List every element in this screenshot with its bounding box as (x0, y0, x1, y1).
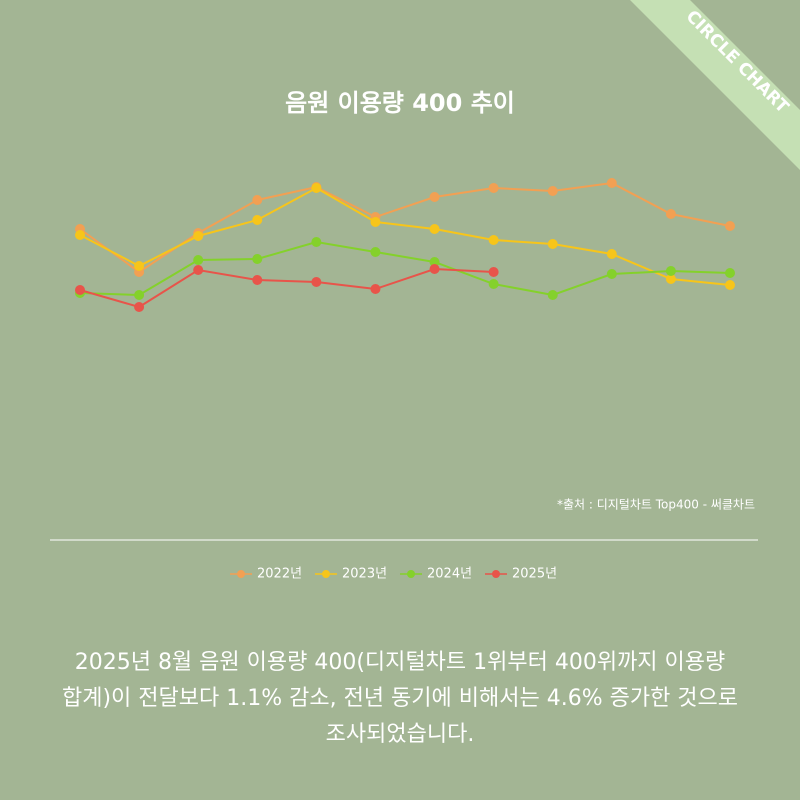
series-line (79, 181, 731, 274)
summary-line: 조사되었습니다. (326, 722, 475, 747)
point (488, 235, 499, 245)
point (370, 284, 381, 294)
chart-title: 음원 이용량 400 추이 (285, 89, 515, 117)
point (429, 257, 440, 267)
point (725, 280, 735, 290)
point (488, 279, 499, 289)
point (134, 290, 145, 300)
point (75, 285, 85, 295)
legend-label: 2025년 (512, 567, 557, 582)
legend-label: 2024년 (427, 567, 472, 582)
point (311, 237, 322, 247)
series-line (79, 240, 731, 297)
point (429, 192, 440, 202)
legend-dot (322, 570, 330, 578)
legend-label: 2022년 (257, 567, 302, 582)
point (665, 266, 676, 276)
legend-dot (237, 570, 245, 578)
point (547, 239, 558, 249)
point (547, 290, 558, 300)
point (311, 183, 322, 193)
point (488, 267, 499, 277)
point (134, 261, 145, 271)
point (193, 255, 204, 265)
legend-label: 2023년 (342, 567, 387, 582)
point (725, 268, 735, 278)
ribbon (630, 0, 800, 170)
point (134, 302, 145, 312)
point (665, 274, 676, 284)
point (252, 254, 263, 264)
point (606, 269, 617, 279)
series-line (79, 267, 494, 309)
point (370, 247, 381, 257)
point (429, 264, 440, 274)
summary-line: 합계)이 전달보다 1.1% 감소, 전년 동기에 비해서는 4.6% 증가한 … (62, 686, 738, 711)
point (311, 277, 322, 287)
legend-dot (492, 570, 500, 578)
point (606, 178, 617, 188)
point (252, 195, 263, 205)
legend-dot (407, 570, 415, 578)
point (606, 249, 617, 259)
point (547, 186, 558, 196)
point (193, 231, 204, 241)
source: *출처 : 디지털차트 Top400 - 써클차트 (557, 498, 755, 512)
point (75, 230, 85, 240)
point (429, 224, 440, 234)
point (252, 275, 263, 285)
point (725, 221, 735, 231)
point (193, 265, 204, 275)
point (252, 215, 263, 225)
point (488, 183, 499, 193)
point (370, 217, 381, 227)
series-line (79, 186, 731, 286)
point (665, 209, 676, 219)
summary-line: 2025년 8월 음원 이용량 400(디지털차트 1위부터 400위까지 이용… (75, 650, 726, 675)
